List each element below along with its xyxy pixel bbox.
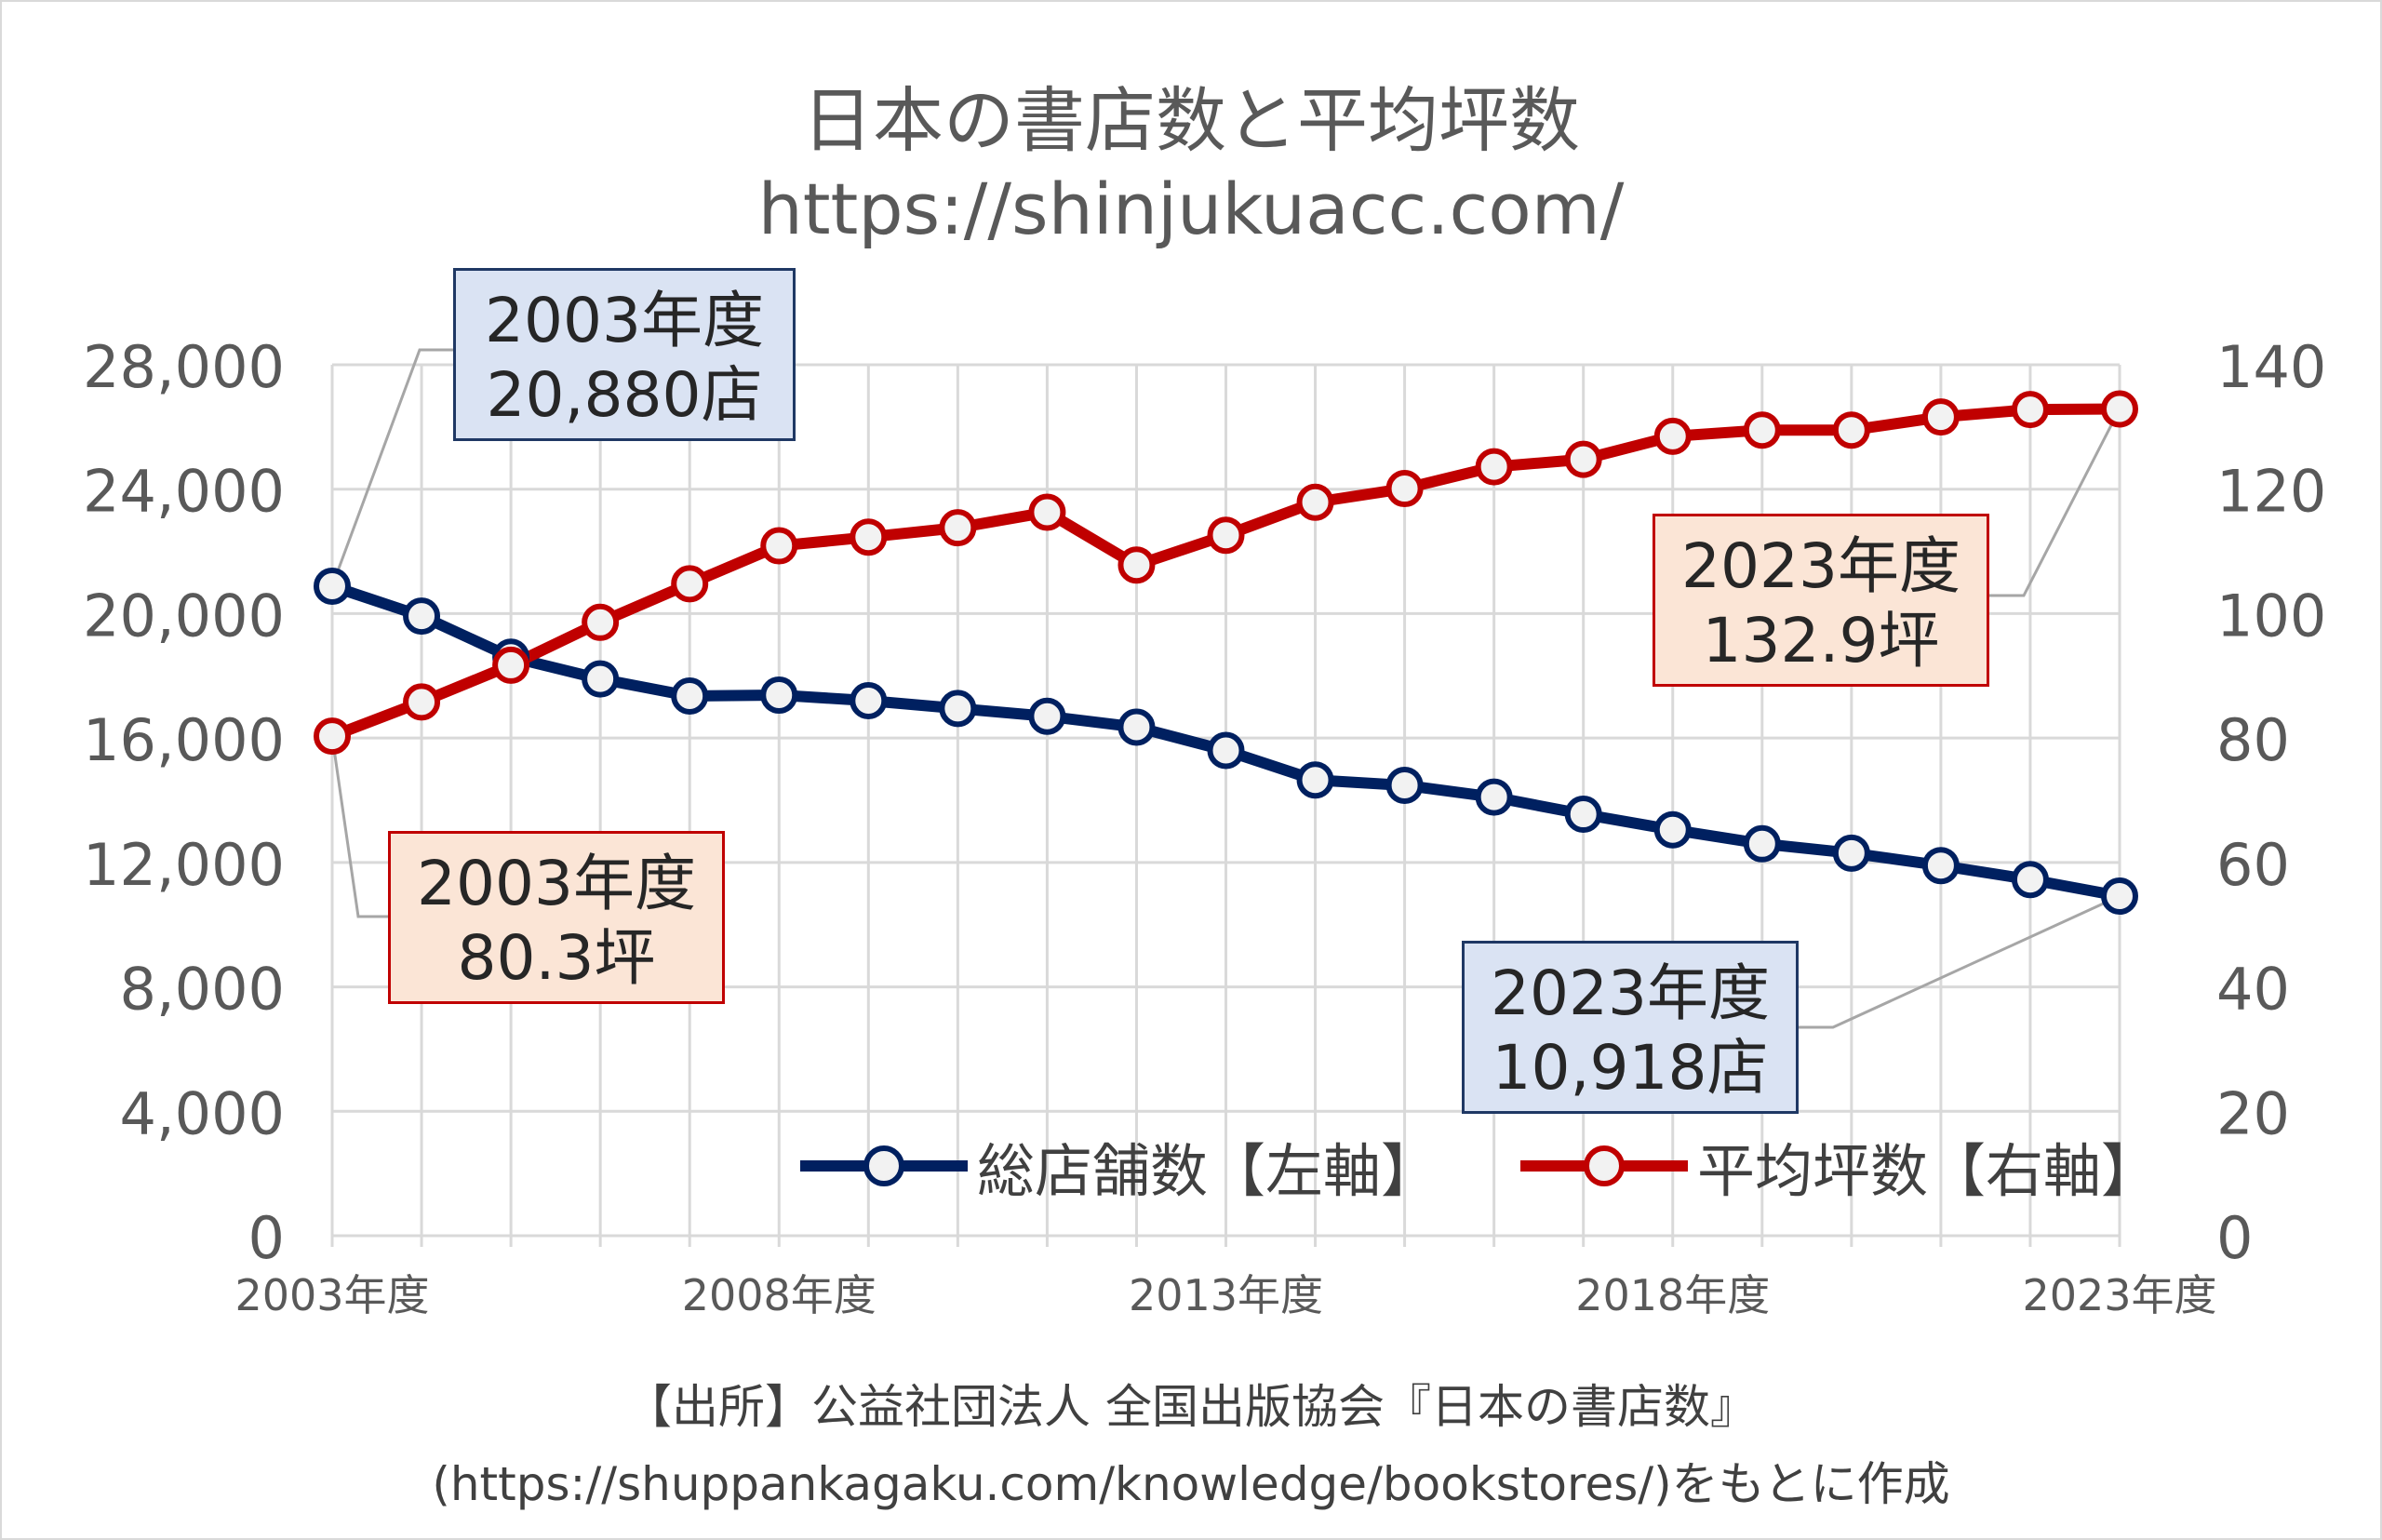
data-point-stores — [1207, 731, 1245, 770]
data-point-stores — [2011, 861, 2049, 899]
y-right-tick-label: 100 — [2216, 582, 2326, 649]
data-point-stores — [582, 660, 620, 698]
callout-line2: 20,880店 — [486, 359, 763, 431]
data-point-area — [1385, 470, 1424, 508]
data-point-stores — [1921, 847, 1960, 885]
data-point-area — [1117, 546, 1156, 584]
source-line-2: (https://shuppankagaku.com/knowledge/boo… — [432, 1457, 1950, 1511]
data-point-area — [314, 717, 351, 756]
legend-item-stores: 総店舗数【左軸】 — [800, 1124, 1439, 1208]
data-point-area — [1564, 440, 1602, 478]
y-right-tick-label: 60 — [2216, 831, 2290, 899]
data-point-area — [760, 527, 798, 565]
data-point-area — [1028, 493, 1066, 531]
callout-area-2003: 2003年度 80.3坪 — [388, 831, 725, 1004]
y-right-tick-label: 80 — [2216, 706, 2290, 774]
data-point-stores — [1385, 766, 1424, 804]
x-tick-label: 2023年度 — [2022, 1270, 2216, 1320]
data-point-stores — [1832, 834, 1870, 872]
y-right-tick-label: 120 — [2216, 458, 2326, 526]
callout-line1: 2003年度 — [417, 848, 696, 919]
y-left-tick-label: 0 — [248, 1204, 285, 1272]
y-right-tick-label: 40 — [2216, 956, 2290, 1024]
data-point-stores — [671, 677, 709, 716]
leader-area-2023 — [1989, 408, 2121, 597]
legend-swatch-area — [1520, 1145, 1688, 1186]
data-point-stores — [1475, 778, 1513, 816]
callout-area-2023: 2023年度 132.9坪 — [1653, 514, 1989, 687]
x-tick-label: 2003年度 — [234, 1270, 429, 1320]
y-left-tick-label: 12,000 — [83, 831, 285, 899]
data-point-stores — [1028, 697, 1066, 735]
data-point-stores — [2101, 877, 2138, 916]
y-left-tick-label: 24,000 — [83, 458, 285, 526]
data-point-area — [403, 683, 441, 721]
leader-stores-2003 — [330, 348, 453, 587]
data-point-stores — [939, 690, 977, 728]
data-point-stores — [1564, 796, 1602, 834]
legend-item-area: 平均坪数【右軸】 — [1520, 1124, 2159, 1208]
callout-stores-2003: 2003年度 20,880店 — [453, 268, 796, 441]
data-point-area — [1653, 417, 1692, 455]
data-point-area — [1475, 448, 1513, 486]
data-point-area — [1743, 411, 1781, 449]
callout-line2: 132.9坪 — [1702, 605, 1940, 676]
callout-line1: 2023年度 — [1491, 957, 1770, 1029]
data-point-area — [582, 603, 620, 641]
legend-label-area: 平均坪数【右軸】 — [1697, 1137, 2160, 1205]
y-right-tick-label: 140 — [2216, 333, 2326, 401]
data-point-stores — [1743, 824, 1781, 863]
y-left-tick-label: 20,000 — [83, 582, 285, 649]
data-point-area — [2101, 390, 2138, 428]
legend-label-stores: 総店舗数【左軸】 — [977, 1137, 1439, 1205]
data-point-area — [671, 565, 709, 603]
data-point-stores — [1117, 708, 1156, 746]
data-point-stores — [403, 597, 441, 636]
data-point-area — [939, 509, 977, 547]
chart-subtitle: https://shinjukuacc.com/ — [757, 167, 1625, 250]
callout-line1: 2023年度 — [1681, 530, 1960, 602]
callout-line2: 80.3坪 — [457, 922, 656, 994]
axes: 0 0 4,000 20 8,000 40 12,000 60 16,000 80 20,000 10… — [83, 333, 2326, 1320]
x-tick-label: 2008年度 — [682, 1270, 877, 1320]
data-point-stores — [1296, 761, 1334, 799]
callout-leaders — [330, 348, 2121, 1029]
leader-stores-2023 — [1799, 894, 2121, 1029]
data-point-stores — [314, 568, 351, 606]
series — [314, 390, 2138, 916]
data-point-stores — [1653, 810, 1692, 849]
y-left-tick-label: 4,000 — [120, 1079, 286, 1147]
callout-line1: 2003年度 — [485, 285, 764, 356]
data-point-area — [2011, 391, 2049, 429]
data-point-area — [1921, 398, 1960, 436]
data-point-area — [1207, 516, 1245, 555]
x-tick-label: 2013年度 — [1129, 1270, 1323, 1320]
data-point-area — [850, 518, 888, 556]
legend-swatch-stores — [800, 1145, 968, 1186]
y-right-tick-label: 20 — [2216, 1079, 2290, 1147]
y-left-tick-label: 28,000 — [83, 333, 285, 401]
x-tick-label: 2018年度 — [1575, 1270, 1770, 1320]
callout-stores-2023: 2023年度 10,918店 — [1462, 941, 1799, 1114]
y-left-tick-label: 16,000 — [83, 706, 285, 774]
y-right-tick-label: 0 — [2216, 1204, 2253, 1272]
callout-line2: 10,918店 — [1492, 1032, 1769, 1104]
data-point-area — [1296, 483, 1334, 521]
y-left-tick-label: 8,000 — [120, 956, 286, 1024]
chart-title: 日本の書店数と平均坪数 — [802, 79, 1580, 162]
leader-area-2003 — [330, 735, 388, 918]
data-point-stores — [760, 676, 798, 715]
gridlines — [332, 363, 2121, 1236]
data-point-area — [1832, 411, 1870, 449]
data-point-area — [492, 646, 530, 684]
source-line-1: 【出所】公益社団法人 全国出版協会『日本の書店数』 — [625, 1380, 1757, 1434]
data-point-stores — [850, 682, 888, 720]
